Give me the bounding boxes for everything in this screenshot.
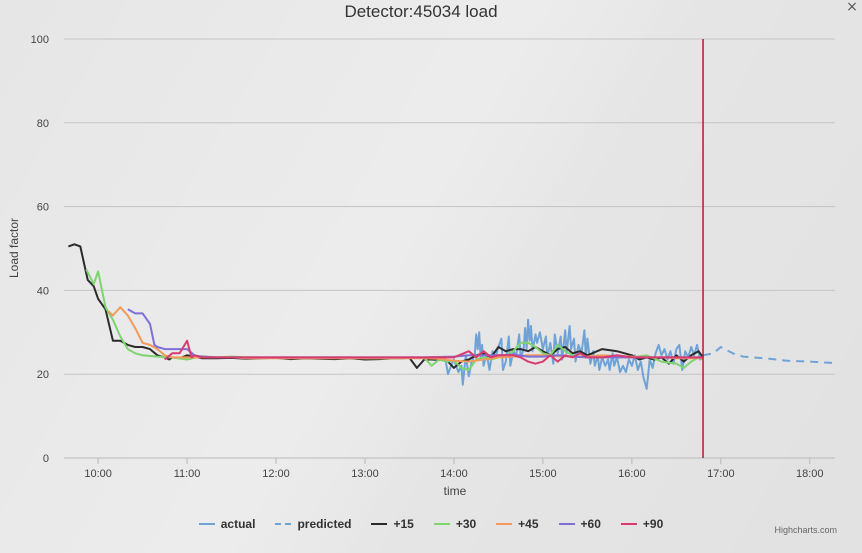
y-tick-label: 20	[37, 369, 49, 381]
y-tick-label: 60	[37, 202, 49, 214]
y-axis-ticks: 0 20 40 60 80 100	[31, 34, 49, 465]
series-lines	[68, 243, 833, 390]
x-tick-label: 10:00	[84, 468, 112, 480]
y-tick-label: 100	[31, 34, 49, 46]
series-line-predicted	[702, 346, 833, 364]
legend-label: +60	[580, 517, 601, 531]
legend-symbol	[558, 523, 575, 525]
legend-item-plus60[interactable]: +60	[558, 517, 601, 531]
y-tick-label: 0	[43, 453, 49, 465]
x-tick-label: 15:00	[529, 468, 557, 480]
legend-symbol	[275, 523, 292, 525]
x-tick-label: 16:00	[618, 468, 646, 480]
y-tick-label: 80	[37, 118, 49, 130]
x-tick-label: 13:00	[351, 468, 379, 480]
x-axis-label: time	[444, 484, 467, 498]
highcharts-credits[interactable]: Highcharts.com	[774, 525, 837, 535]
x-tick-label: 17:00	[707, 468, 735, 480]
x-axis-ticks: 10:00 11:00 12:00 13:00 14:00 15:00 16:00 17:00…	[84, 458, 824, 480]
legend-symbol	[433, 523, 450, 525]
chart-legend: actual predicted +15 +30 +45 +60 +90	[0, 514, 862, 534]
y-tick-label: 40	[37, 285, 49, 297]
x-tick-label: 12:00	[262, 468, 290, 480]
x-tick-label: 11:00	[174, 468, 201, 480]
series-line-plus45	[107, 306, 703, 363]
legend-item-actual[interactable]: actual	[198, 517, 256, 531]
series-line-actual	[431, 318, 704, 390]
chart-title: Detector:45034 load	[344, 2, 497, 21]
series-line-plus90	[164, 339, 703, 365]
legend-symbol	[371, 523, 388, 525]
close-icon[interactable]: ×	[846, 0, 858, 15]
legend-label: +30	[455, 517, 477, 531]
x-tick-label: 18:00	[796, 468, 824, 480]
legend-label: +15	[393, 517, 414, 531]
legend-item-plus90[interactable]: +90	[620, 517, 664, 531]
legend-label: +90	[642, 517, 664, 531]
legend-item-plus45[interactable]: +45	[496, 517, 539, 531]
legend-label: actual	[220, 517, 256, 531]
legend-symbol	[496, 523, 513, 525]
legend-symbol	[620, 523, 637, 525]
x-tick-label: 14:00	[440, 468, 468, 480]
legend-label: +45	[518, 517, 539, 531]
y-gridlines	[64, 38, 835, 459]
legend-symbol	[198, 523, 215, 525]
legend-item-plus15[interactable]: +15	[371, 517, 414, 531]
legend-item-plus30[interactable]: +30	[433, 517, 477, 531]
y-axis-label: Load factor	[7, 218, 21, 278]
legend-label: predicted	[297, 517, 352, 531]
series-line-plus15	[68, 243, 704, 369]
legend-item-predicted[interactable]: predicted	[275, 517, 351, 531]
